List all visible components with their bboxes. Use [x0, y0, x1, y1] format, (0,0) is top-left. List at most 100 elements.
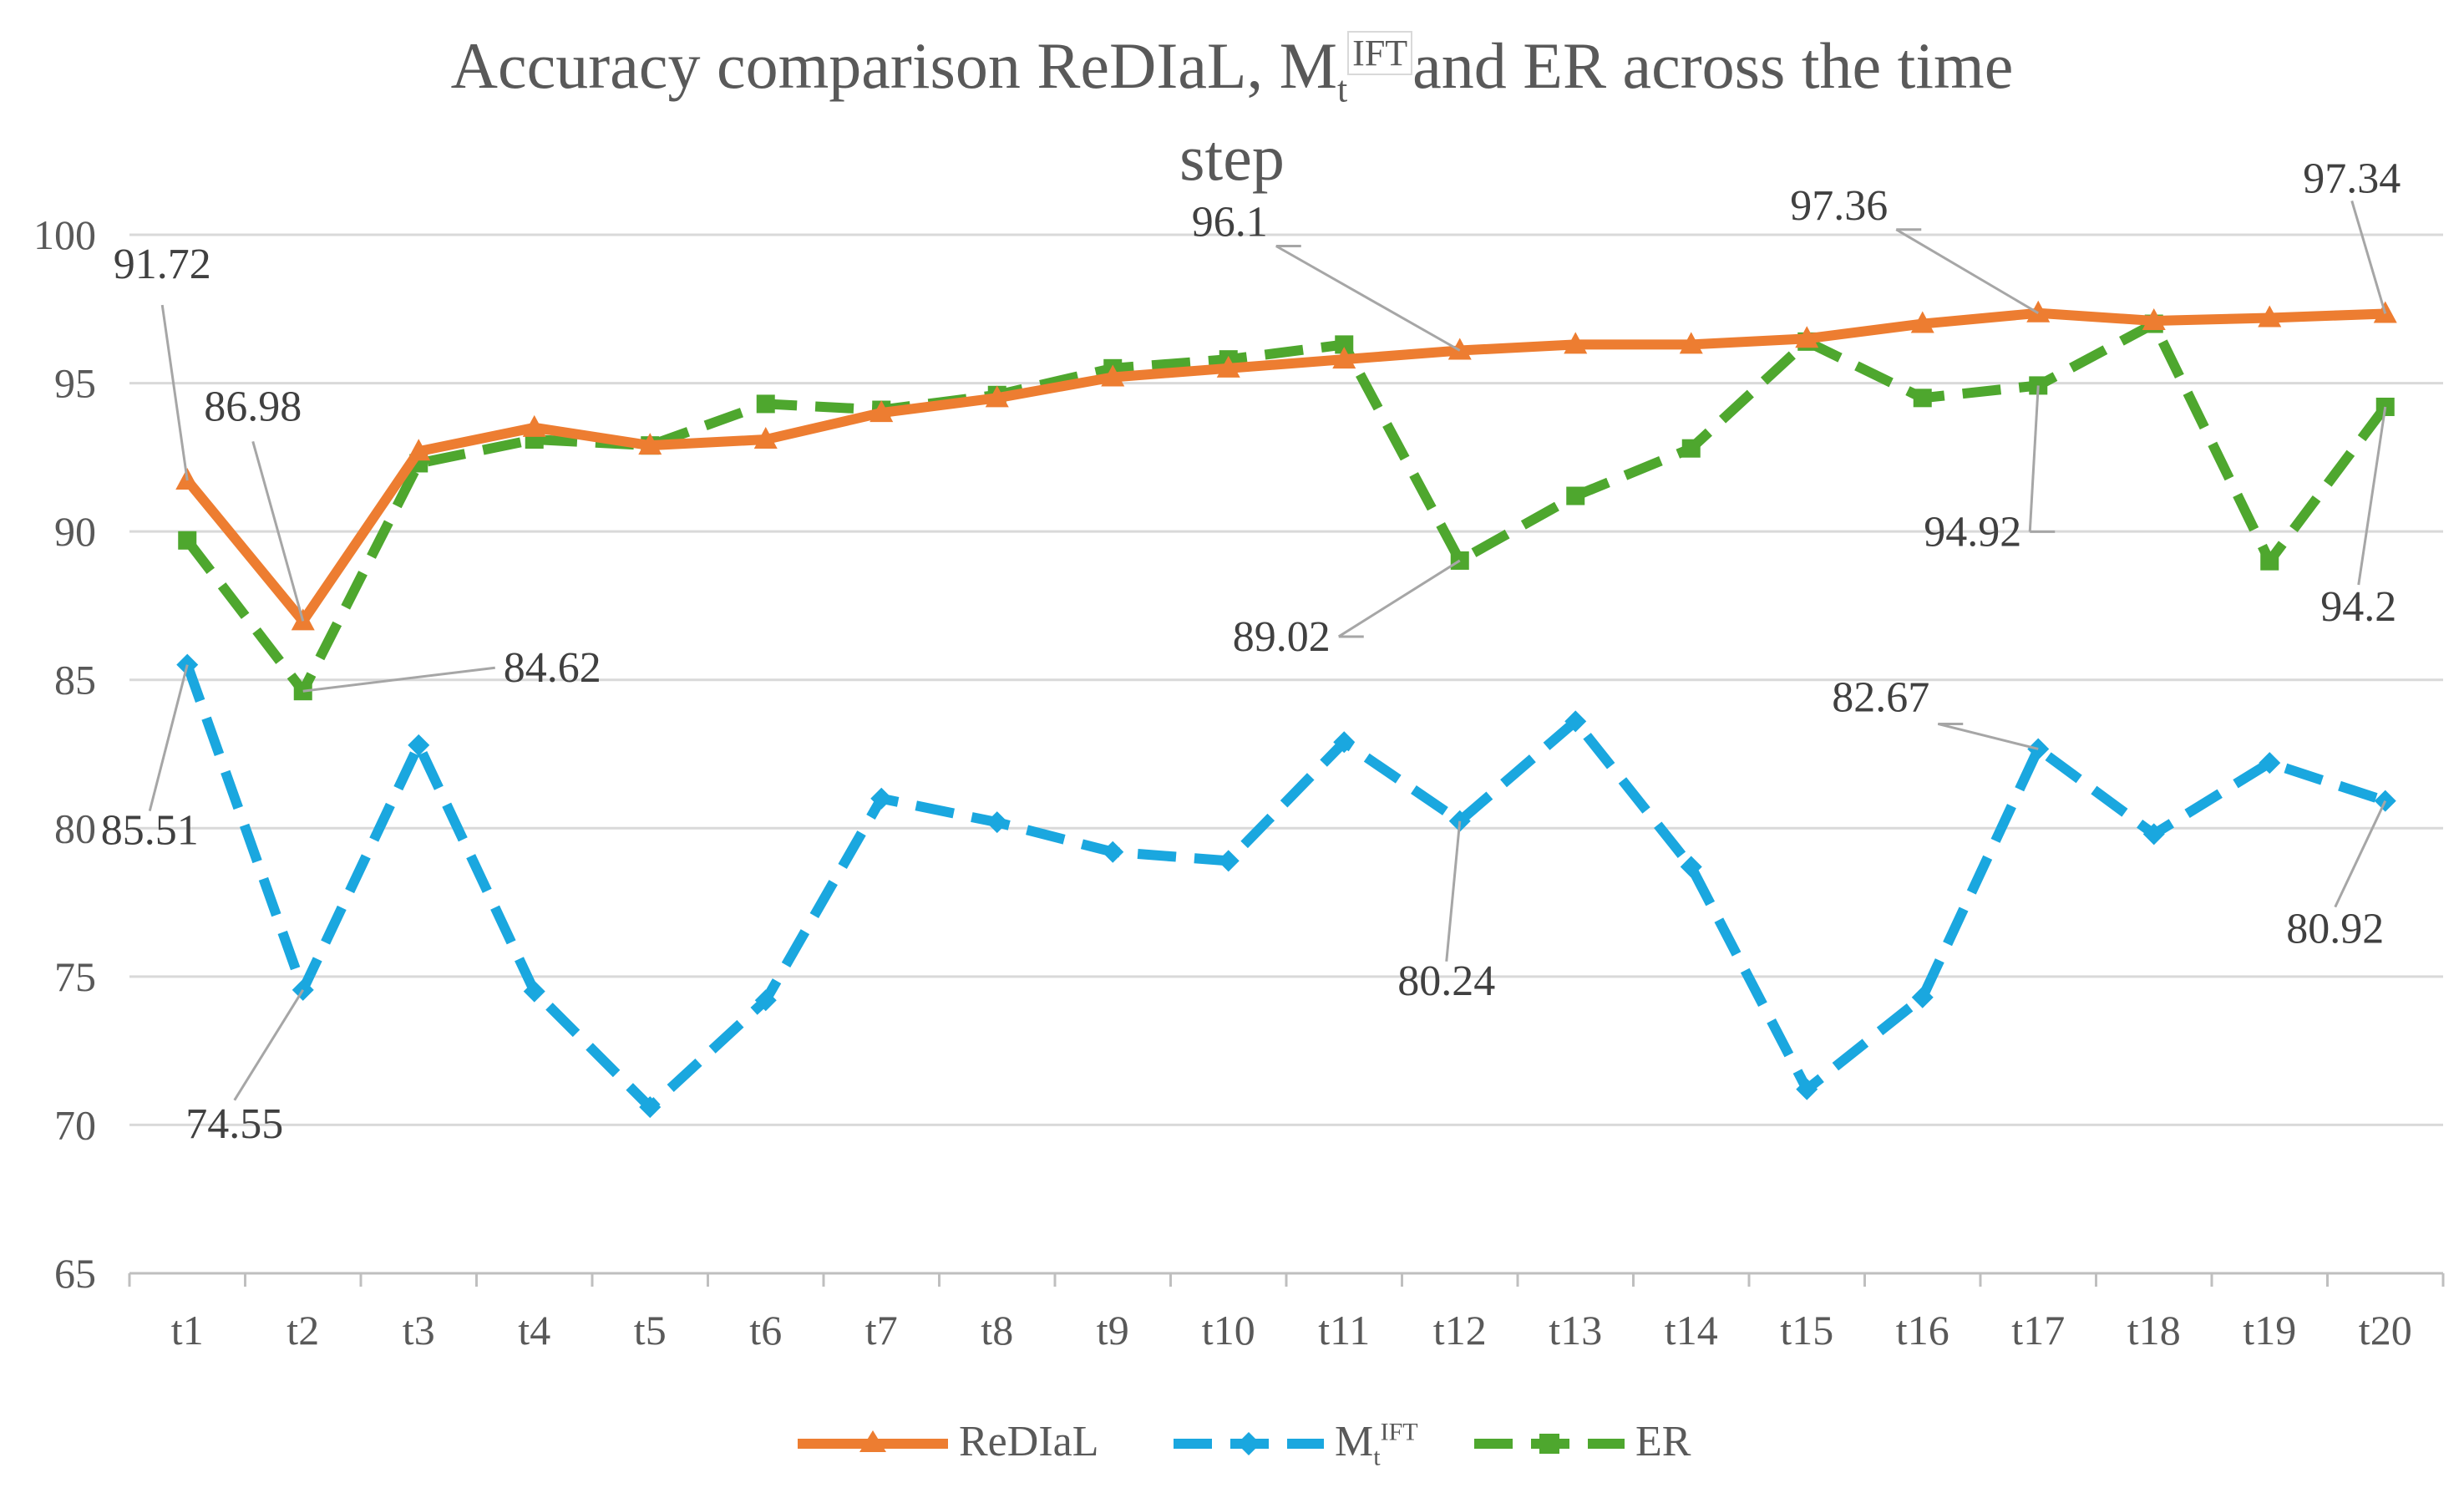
- title-subscript: t: [1336, 69, 1348, 110]
- x-tick-label: t5: [634, 1307, 667, 1353]
- legend-item-mtift[interactable]: MtIFT: [1169, 1410, 1445, 1477]
- leader-line: [2350, 201, 2387, 314]
- y-tick-label: 90: [54, 508, 96, 555]
- title-prefix: Accuracy comparison ReDIaL, M: [450, 29, 1337, 102]
- x-tick-label: t11: [1318, 1307, 1370, 1353]
- data-label: 74.55: [185, 1100, 283, 1148]
- data-point: [1447, 338, 1472, 360]
- data-point: [756, 394, 775, 414]
- data-point: [1217, 850, 1240, 872]
- data-point: [408, 734, 430, 756]
- data-label: 96.1: [1192, 199, 1268, 246]
- leader-line: [148, 664, 189, 811]
- x-tick-label: t15: [1780, 1307, 1833, 1353]
- data-label: 97.34: [2303, 155, 2401, 202]
- x-tick-label: t6: [749, 1307, 782, 1353]
- data-point: [986, 811, 1008, 834]
- title-superscript: IFT: [1347, 31, 1413, 75]
- x-tick-label: t3: [403, 1307, 435, 1353]
- data-label: 86.98: [204, 383, 302, 430]
- data-point: [638, 433, 662, 455]
- data-point: [523, 980, 545, 1003]
- y-tick-label: 80: [54, 805, 96, 851]
- series-line-mt-ift: [182, 663, 2387, 1113]
- legend-label-redial: ReDIaL: [959, 1418, 1099, 1465]
- data-point: [985, 385, 1009, 408]
- y-tick-label: 100: [33, 211, 96, 258]
- data-label: 94.92: [1924, 508, 2021, 556]
- x-tick-label: t20: [2359, 1307, 2412, 1353]
- chart-title: Accuracy comparison ReDIaL, MtIFTand ER …: [0, 31, 2464, 110]
- data-point: [2142, 307, 2166, 330]
- title-line2: step: [1179, 121, 1285, 194]
- data-point: [1566, 486, 1585, 505]
- data-point: [522, 414, 546, 437]
- data-point: [1679, 332, 1703, 354]
- leader-line: [1445, 820, 1462, 962]
- leader-line: [1337, 559, 1461, 638]
- legend-item-redial[interactable]: ReDIaL: [793, 1410, 1128, 1477]
- x-tick-label: t12: [1433, 1307, 1487, 1353]
- data-point: [1680, 856, 1702, 878]
- chart-legend: ReDIaL MtIFT ER: [0, 1410, 2464, 1477]
- title-suffix: and ER across the time: [1412, 29, 2014, 102]
- x-tick-label: t14: [1665, 1307, 1718, 1353]
- data-label: 91.72: [114, 241, 211, 288]
- leader-line: [302, 666, 495, 693]
- data-point: [1335, 335, 1354, 354]
- y-tick-label: 85: [54, 657, 96, 703]
- data-point: [1564, 710, 1587, 733]
- data-label: 85.51: [101, 807, 199, 855]
- data-point: [178, 531, 197, 550]
- y-tick-label: 65: [54, 1250, 96, 1297]
- data-point: [1216, 355, 1240, 378]
- legend-label-mtift-base: M: [1335, 1418, 1374, 1465]
- leader-line: [1895, 228, 2040, 315]
- data-point: [1911, 986, 1934, 1008]
- data-point: [1101, 364, 1125, 387]
- legend-item-er[interactable]: ER: [1470, 1410, 1737, 1477]
- x-tick-label: t8: [981, 1307, 1013, 1353]
- data-label: 97.36: [1790, 182, 1888, 230]
- chart-title-line2: step: [0, 125, 2464, 190]
- data-label: 82.67: [1832, 673, 1929, 721]
- x-tick-label: t18: [2127, 1307, 2181, 1353]
- data-point: [2026, 300, 2051, 322]
- legend-swatch-mtift: [1174, 1432, 1324, 1455]
- data-point: [1796, 1078, 1818, 1100]
- legend-label-mtift-sup: IFT: [1380, 1418, 1418, 1446]
- y-tick-label: 70: [54, 1101, 96, 1148]
- data-point: [2258, 305, 2282, 328]
- x-tick-label: t13: [1549, 1307, 1602, 1353]
- data-point: [1564, 332, 1588, 354]
- legend-label-er: ER: [1635, 1418, 1691, 1465]
- data-point: [2259, 752, 2281, 774]
- data-point: [870, 787, 893, 810]
- data-point: [2260, 551, 2279, 571]
- x-tick-label: t19: [2243, 1307, 2296, 1353]
- series-mt-ift: [176, 653, 2396, 1119]
- leader-line: [251, 440, 305, 622]
- data-point: [1910, 311, 1934, 333]
- x-tick-label: t7: [865, 1307, 898, 1353]
- x-tick-label: t17: [2011, 1307, 2065, 1353]
- y-tick-label: 75: [54, 953, 96, 1000]
- leader-line: [1275, 245, 1461, 352]
- data-point: [2142, 823, 2165, 846]
- data-label: 80.92: [2286, 906, 2384, 953]
- x-tick-label: t2: [286, 1307, 319, 1353]
- data-point: [1681, 439, 1701, 458]
- data-point: [754, 989, 777, 1012]
- data-point: [1332, 347, 1356, 369]
- leader-line: [2028, 385, 2040, 532]
- data-point: [1102, 840, 1124, 863]
- y-tick-label: 95: [54, 360, 96, 407]
- data-point: [639, 1096, 662, 1119]
- legend-label-mtift-sub: t: [1373, 1443, 1381, 1471]
- leader-line: [233, 989, 305, 1101]
- data-label: 94.2: [2320, 583, 2396, 631]
- legend-label-mtift: MtIFT: [1335, 1417, 1418, 1471]
- data-point: [869, 400, 894, 423]
- x-tick-label: t16: [1896, 1307, 1949, 1353]
